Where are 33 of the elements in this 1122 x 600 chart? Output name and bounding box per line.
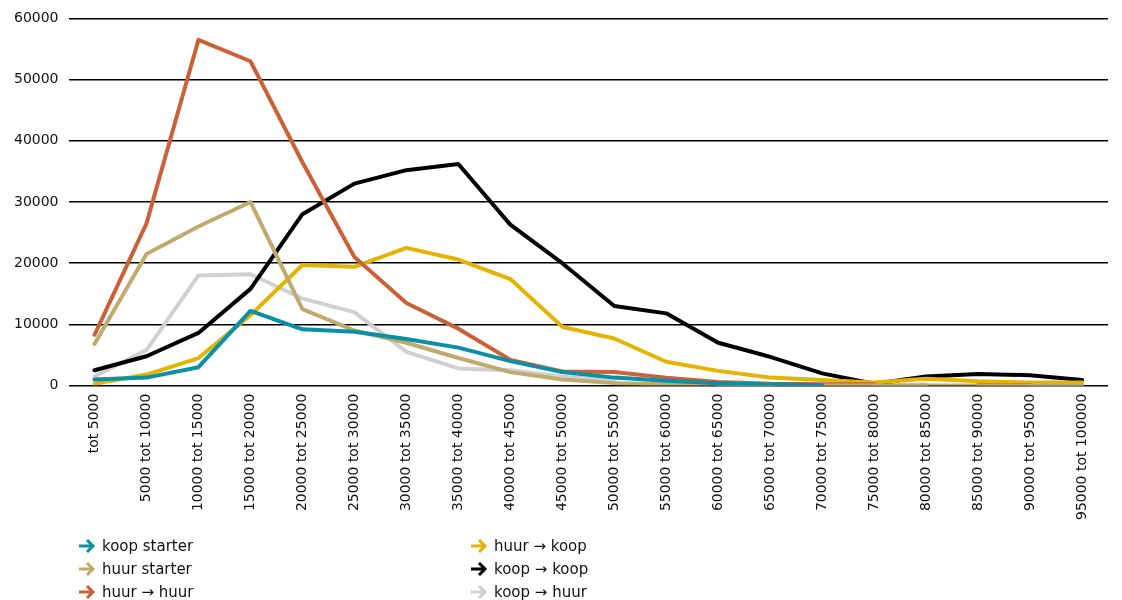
legend-label: koop starter xyxy=(102,536,194,555)
legend-label: huur starter xyxy=(102,559,192,578)
legend-label: koop → huur xyxy=(494,582,587,600)
x-tick-label: 30000 tot 35000 xyxy=(397,393,413,512)
y-tick-label: 50000 xyxy=(13,70,59,87)
y-tick-label: 30000 xyxy=(13,192,59,209)
x-tick-label: 70000 tot 75000 xyxy=(812,393,829,512)
x-tick-label: 35000 tot 40000 xyxy=(448,393,465,512)
x-tick-label: 90000 tot 95000 xyxy=(1020,393,1037,512)
x-tick-label: 85000 tot 90000 xyxy=(968,393,985,512)
x-tick-label: 60000 tot 65000 xyxy=(708,393,725,512)
x-tick-label: 65000 tot 70000 xyxy=(760,393,777,512)
x-tick-label: 40000 tot 45000 xyxy=(500,393,517,512)
legend-label: huur → koop xyxy=(494,536,587,555)
x-tick-label: 20000 tot 25000 xyxy=(293,393,310,512)
x-tick-label: 45000 tot 50000 xyxy=(552,393,569,512)
x-tick-label: 55000 tot 60000 xyxy=(656,393,673,512)
y-tick-label: 40000 xyxy=(13,131,59,148)
legend-label: koop → koop xyxy=(494,559,589,578)
x-tick-label: 50000 tot 55000 xyxy=(604,393,621,512)
y-tick-label: 10000 xyxy=(13,315,59,332)
legend-label: huur → huur xyxy=(102,582,194,600)
y-tick-label: 0 xyxy=(49,376,59,393)
x-tick-label: tot 5000 xyxy=(85,393,102,454)
y-tick-label: 60000 xyxy=(13,9,59,26)
x-tick-label: 75000 tot 80000 xyxy=(864,393,881,512)
y-tick-label: 20000 xyxy=(13,253,59,270)
x-tick-label: 10000 tot 15000 xyxy=(189,393,206,512)
x-tick-label: 5000 tot 10000 xyxy=(137,393,154,503)
x-tick-label: 15000 tot 20000 xyxy=(241,393,258,512)
x-tick-label: 25000 tot 30000 xyxy=(345,393,362,512)
x-tick-label: 80000 tot 85000 xyxy=(916,393,933,512)
x-tick-label: 95000 tot 100000 xyxy=(1072,393,1089,521)
